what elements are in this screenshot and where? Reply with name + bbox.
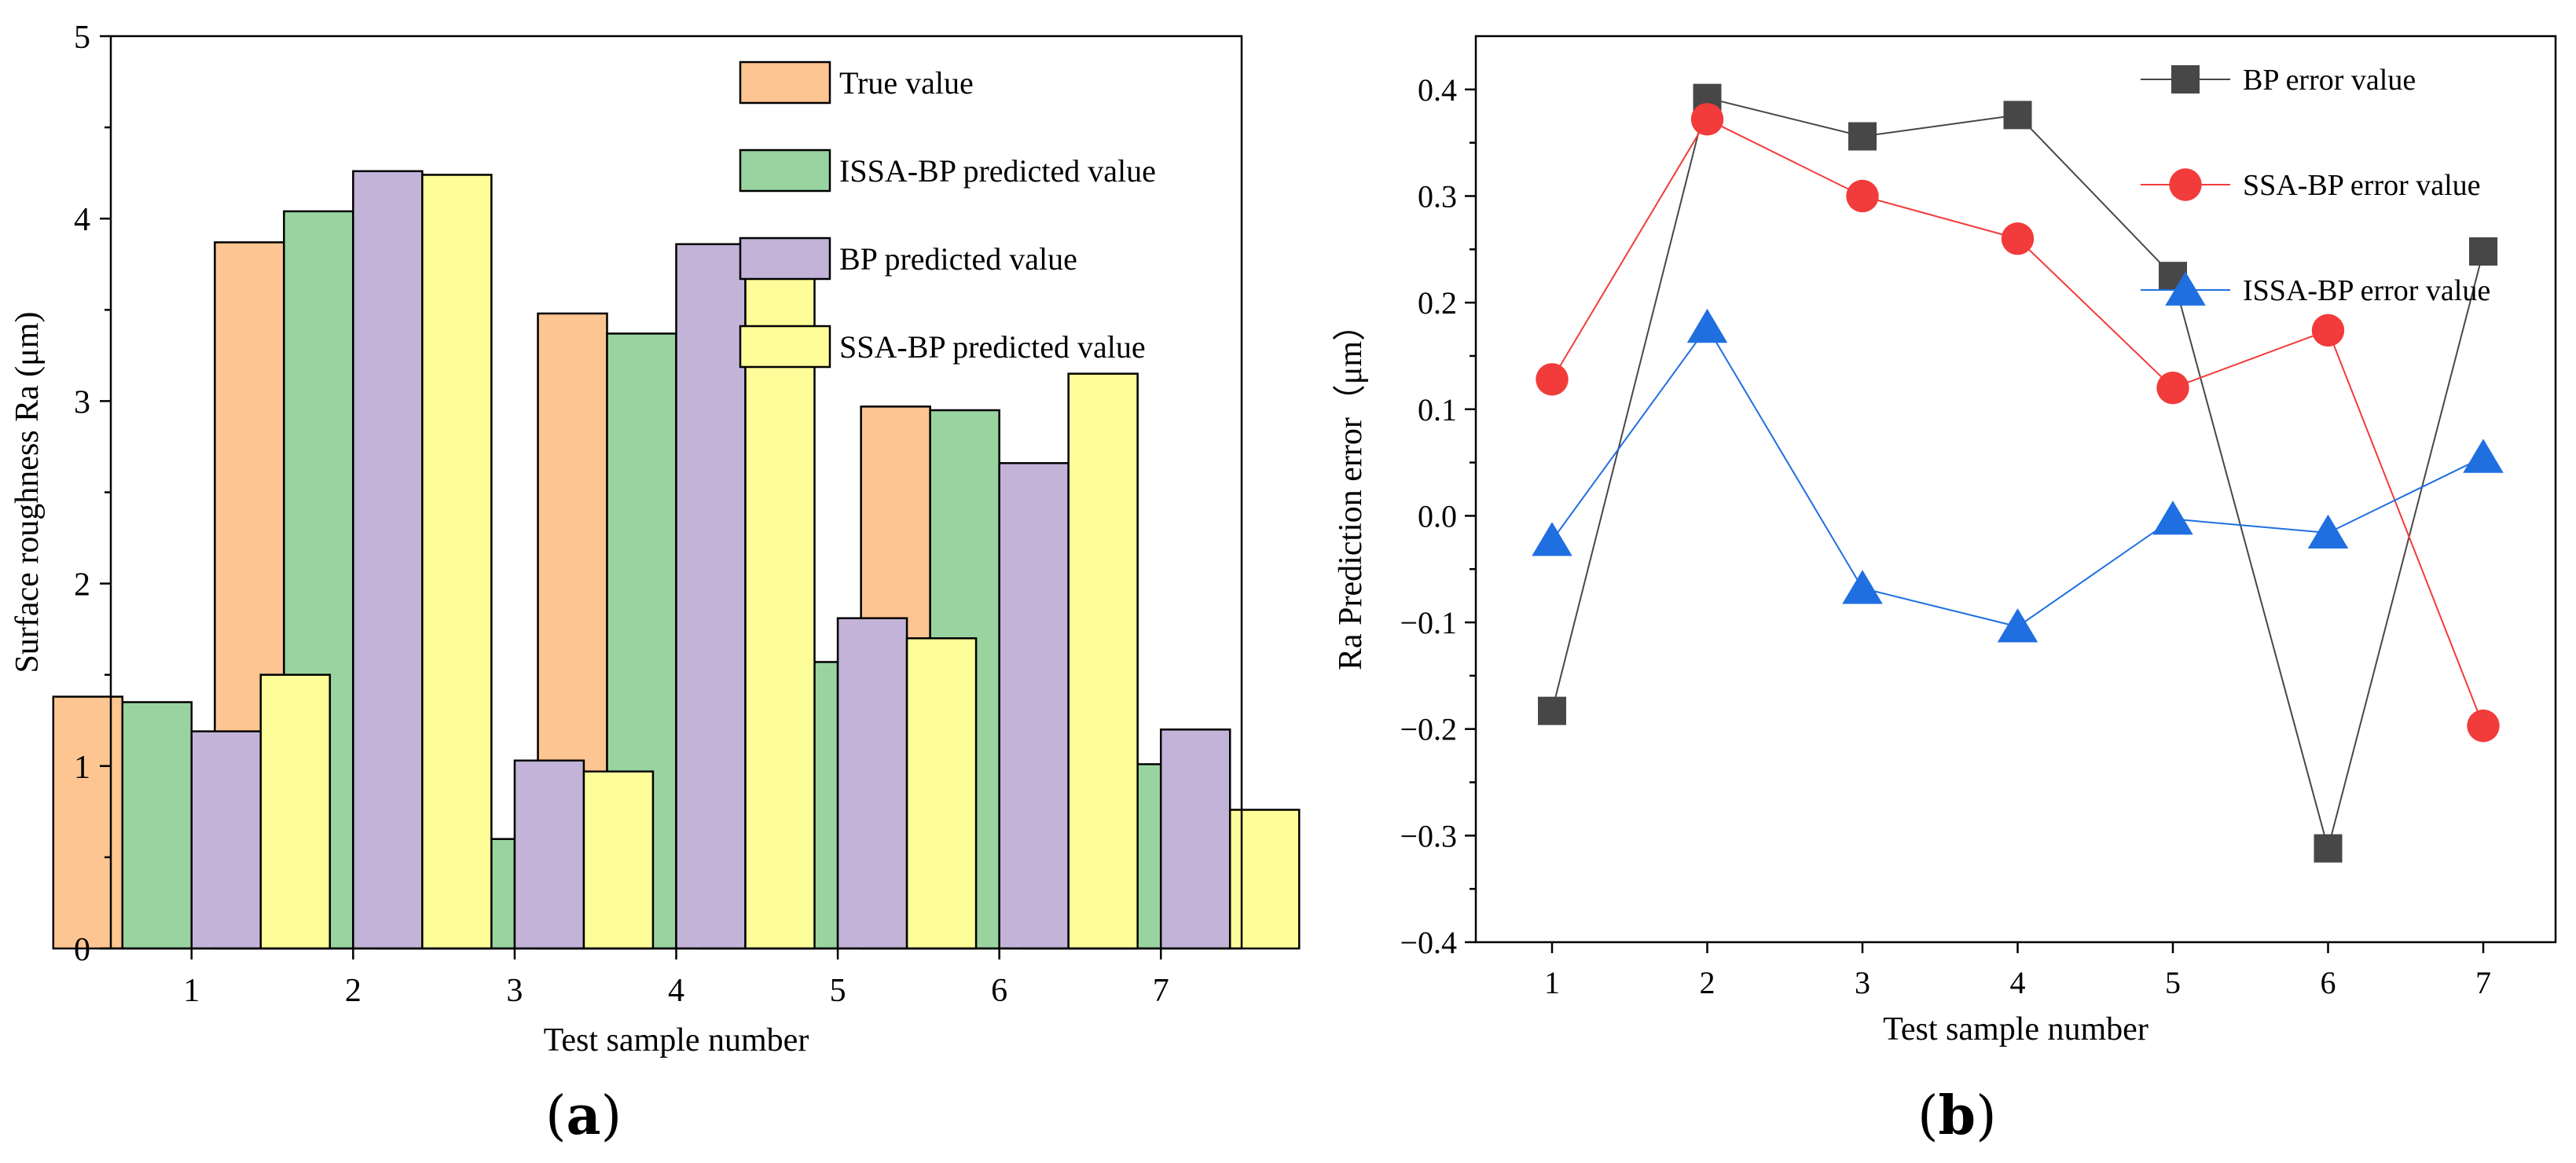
bar-a-s1-c1 (121, 701, 193, 950)
legend-label-b: ISSA-BP error value (2243, 274, 2490, 307)
legend-label-b: BP error value (2243, 64, 2416, 97)
bar-a-s2-c7 (1159, 728, 1231, 950)
y-tick-label-b: 0.1 (1418, 392, 1457, 427)
bar-a-s3-c7 (1228, 809, 1301, 950)
legend-swatch-a (739, 61, 831, 105)
legend-marker-b (2165, 271, 2206, 306)
y-tick-label-a: 3 (74, 384, 90, 420)
x-tick-label-a: 1 (183, 973, 200, 1009)
point-b-s1-x4 (2001, 222, 2035, 255)
legend-marker-b (2171, 65, 2200, 94)
y-tick-label-b: −0.4 (1400, 925, 1457, 960)
point-b-s2-x1 (1532, 522, 1572, 556)
x-axis-label-b: Test sample number (1883, 1011, 2149, 1047)
point-b-s0-x6 (2314, 834, 2343, 863)
y-tick-label-a: 5 (74, 20, 90, 56)
point-b-s1-x2 (1690, 103, 1724, 136)
bar-a-s3-c3 (582, 770, 655, 950)
series-line-b-2 (1551, 325, 2484, 628)
point-b-s0-x1 (1538, 696, 1566, 725)
point-b-s1-x6 (2311, 314, 2345, 347)
bar-a-s3-c5 (905, 637, 978, 950)
legend-swatch-a (739, 237, 831, 281)
y-tick-label-a: 0 (74, 932, 90, 968)
caption-a-letter: a (566, 1084, 601, 1147)
point-b-s0-x3 (1848, 122, 1877, 151)
bar-a-s2-c3 (513, 759, 585, 950)
point-b-s1-x7 (2467, 709, 2500, 743)
bar-a-s2-c4 (675, 243, 747, 950)
x-tick-label-b: 5 (2165, 965, 2181, 1000)
bar-a-s0-c1 (52, 695, 124, 950)
y-axis-label-b: Ra Prediction error（μm） (1333, 308, 1369, 670)
x-axis-label-a: Test sample number (544, 1022, 809, 1058)
x-tick-label-b: 3 (1855, 965, 1870, 1000)
y-tick-label-b: −0.3 (1400, 818, 1457, 853)
chart-a: 0 1 2 3 4 5 1 2 3 4 5 6 7 Test sample number Surface r… (9, 20, 1301, 1058)
point-b-s0-x7 (2469, 237, 2497, 266)
legend-swatch-a (739, 149, 831, 193)
y-tick-label-a: 2 (74, 567, 90, 604)
x-tick-label-b: 2 (1700, 965, 1715, 1000)
caption-a: (a) (545, 1084, 622, 1147)
y-tick-label-a: 4 (74, 202, 90, 238)
y-tick-label-b: 0.2 (1418, 285, 1457, 321)
x-tick-label-a: 5 (830, 973, 846, 1009)
chart-b: −0.4 −0.3 −0.2 −0.1 0.0 0.1 0.2 0.3 0.4 1 2 3 4 5 6 7 Te… (1333, 35, 2557, 1047)
x-tick-label-b: 1 (1544, 965, 1560, 1000)
legend-label-a: True value (839, 65, 974, 101)
caption-b-letter: b (1938, 1084, 1976, 1147)
point-b-s2-x7 (2463, 438, 2504, 473)
legend-label-a: BP predicted value (839, 241, 1077, 277)
y-tick-label-b: −0.2 (1400, 712, 1457, 747)
y-tick-label-b: 0.4 (1418, 72, 1457, 108)
legend-label-a: SSA-BP predicted value (839, 329, 1146, 365)
bar-a-s2-c2 (352, 170, 424, 950)
x-tick-label-b: 4 (2010, 965, 2026, 1000)
bar-a-s3-c2 (421, 174, 493, 950)
legend-swatch-a (739, 325, 831, 369)
bar-a-s3-c6 (1067, 372, 1139, 950)
bar-a-s3-c4 (744, 265, 816, 950)
legend-marker-b (2169, 168, 2202, 201)
caption-b: (b) (1917, 1084, 1997, 1147)
legend-label-b: SSA-BP error value (2243, 169, 2481, 202)
point-b-s2-x3 (1842, 570, 1883, 604)
bar-a-s3-c1 (259, 673, 332, 950)
x-tick-label-a: 6 (991, 973, 1007, 1009)
y-tick-label-b: 0.0 (1418, 498, 1457, 534)
y-tick-label-b: −0.1 (1400, 605, 1457, 640)
series-line-b-0 (1551, 97, 2484, 852)
y-tick-label-b: 0.3 (1418, 178, 1457, 214)
x-tick-label-a: 3 (506, 973, 523, 1009)
point-b-s2-x5 (2152, 501, 2193, 535)
point-b-s2-x2 (1686, 308, 1728, 343)
point-b-s2-x6 (2307, 514, 2349, 549)
bar-a-s2-c6 (998, 462, 1070, 950)
point-b-s1-x5 (2156, 371, 2189, 405)
bar-a-s2-c5 (836, 617, 908, 950)
y-tick-label-a: 1 (74, 750, 90, 786)
y-axis-label-a: Surface roughness Ra (μm) (9, 312, 46, 673)
point-b-s0-x4 (2003, 101, 2032, 130)
bar-a-s2-c1 (190, 730, 262, 950)
point-b-s2-x4 (1997, 608, 2038, 643)
plot-frame-b (1474, 35, 2557, 944)
point-b-s1-x3 (1846, 179, 1879, 213)
legend-label-a: ISSA-BP predicted value (839, 153, 1156, 189)
x-tick-label-b: 6 (2321, 965, 2336, 1000)
x-tick-label-a: 7 (1153, 973, 1169, 1009)
x-tick-label-a: 4 (668, 973, 684, 1009)
x-tick-label-a: 2 (345, 973, 361, 1009)
x-tick-label-b: 7 (2475, 965, 2491, 1000)
point-b-s1-x1 (1536, 363, 1569, 396)
